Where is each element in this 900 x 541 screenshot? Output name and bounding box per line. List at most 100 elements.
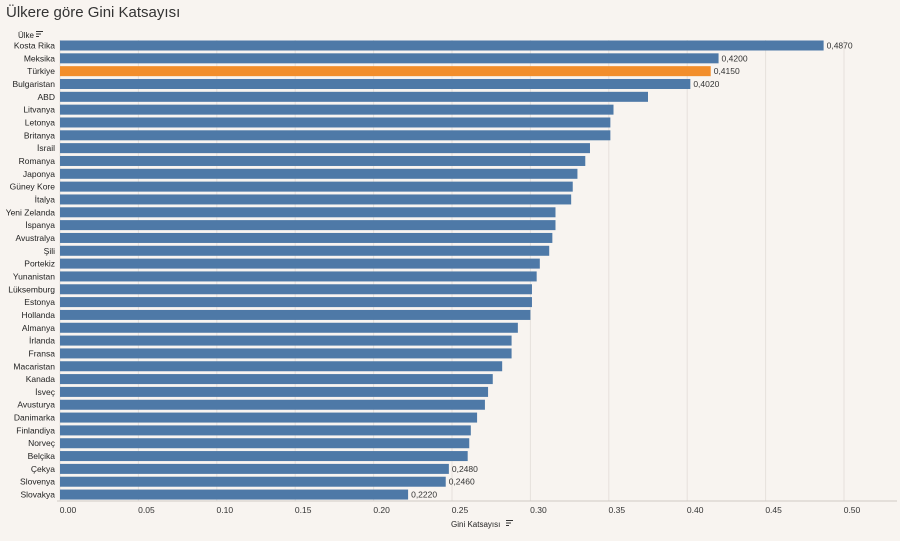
bar[interactable] <box>60 232 553 243</box>
row-header: Ülke <box>18 31 35 40</box>
bar[interactable] <box>60 258 540 269</box>
data-label: 0,2220 <box>411 490 437 500</box>
category-label: İsrail <box>37 143 55 153</box>
category-label: Lüksemburg <box>8 284 55 294</box>
category-label: Bulgaristan <box>12 79 55 89</box>
category-label: Danimarka <box>14 413 55 423</box>
bar[interactable] <box>60 451 468 462</box>
category-label: Litvanya <box>23 105 55 115</box>
category-label: Yeni Zelanda <box>6 207 56 217</box>
bar[interactable] <box>60 412 478 423</box>
category-label: Meksika <box>24 53 55 63</box>
category-label: Çekya <box>31 464 55 474</box>
bar[interactable] <box>60 53 719 64</box>
data-label: 0,4200 <box>722 53 748 63</box>
x-tick-label: 0.05 <box>138 505 155 515</box>
category-label: İsveç <box>35 387 56 397</box>
data-label: 0,4870 <box>827 41 853 51</box>
bar[interactable] <box>60 40 824 51</box>
data-label: 0,4150 <box>714 66 740 76</box>
bar[interactable] <box>60 78 691 89</box>
bar[interactable] <box>60 143 590 154</box>
bar[interactable] <box>60 155 586 166</box>
bar[interactable] <box>60 361 503 372</box>
bar[interactable] <box>60 386 489 397</box>
data-label: 0,2460 <box>449 477 475 487</box>
category-label: Avustralya <box>15 233 55 243</box>
x-tick-label: 0.40 <box>687 505 704 515</box>
x-tick-label: 0.30 <box>530 505 547 515</box>
data-label: 0,4020 <box>693 79 719 89</box>
bars <box>60 40 824 500</box>
category-label: Kosta Rika <box>14 41 55 51</box>
category-label: Britanya <box>24 130 55 140</box>
x-tick-label: 0.20 <box>373 505 390 515</box>
row-header-sort-icon[interactable] <box>36 31 43 37</box>
bar[interactable] <box>60 476 446 487</box>
bar[interactable] <box>60 335 512 346</box>
category-label: Slovakya <box>21 490 56 500</box>
category-label: Yunanistan <box>13 271 55 281</box>
x-axis-ticks: 0.00 0.05 0.10 0.15 0.20 0.25 0.30 0.35 0.40 0.45… <box>60 505 861 515</box>
bar[interactable] <box>60 309 531 320</box>
bar[interactable] <box>60 438 470 449</box>
category-label: ABD <box>38 92 55 102</box>
bar[interactable] <box>60 117 611 128</box>
bar[interactable] <box>60 284 532 295</box>
bar[interactable] <box>60 91 648 102</box>
x-tick-label: 0.50 <box>844 505 861 515</box>
category-label: Avusturya <box>17 400 55 410</box>
x-tick-label: 0.00 <box>60 505 77 515</box>
category-labels: Kosta Rika Meksika Türkiye Bulgaristan ABD Li… <box>6 41 56 500</box>
bar[interactable] <box>60 271 537 282</box>
x-tick-label: 0.15 <box>295 505 312 515</box>
x-tick-label: 0.10 <box>217 505 234 515</box>
category-label: Slovenya <box>20 477 55 487</box>
data-label: 0,2480 <box>452 464 478 474</box>
bar[interactable] <box>60 207 556 218</box>
x-tick-label: 0.45 <box>765 505 782 515</box>
bar[interactable] <box>60 130 611 141</box>
category-label: İtalya <box>35 194 56 204</box>
category-label: Hollanda <box>21 310 55 320</box>
category-label: Portekiz <box>24 259 55 269</box>
gridlines <box>59 40 845 501</box>
category-label: Kanada <box>26 374 56 384</box>
bar[interactable] <box>60 181 573 192</box>
bar[interactable] <box>60 322 518 333</box>
category-label: İrlanda <box>29 336 55 346</box>
bar[interactable] <box>60 348 512 359</box>
bar[interactable] <box>60 463 449 474</box>
bar[interactable] <box>60 245 550 256</box>
category-label: Macaristan <box>13 361 55 371</box>
bar[interactable] <box>60 104 614 115</box>
chart-title: Ülkere göre Gini Katsayısı <box>6 4 181 21</box>
x-axis-sort-icon[interactable] <box>506 520 513 526</box>
category-label: Letonya <box>25 117 56 127</box>
x-tick-label: 0.25 <box>452 505 469 515</box>
category-label: Estonya <box>24 297 55 307</box>
category-label: Fransa <box>29 348 56 358</box>
category-label: Norveç <box>28 438 56 448</box>
bar[interactable] <box>60 489 409 500</box>
category-label: Almanya <box>22 323 55 333</box>
bar[interactable] <box>60 168 578 179</box>
category-label: Güney Kore <box>10 182 56 192</box>
bar[interactable] <box>60 374 493 385</box>
bar[interactable] <box>60 66 711 77</box>
category-label: Finlandiya <box>16 425 55 435</box>
category-label: Şili <box>44 246 55 256</box>
bar[interactable] <box>60 399 485 410</box>
x-tick-label: 0.35 <box>609 505 626 515</box>
bar[interactable] <box>60 194 572 205</box>
bar[interactable] <box>60 220 556 231</box>
bar[interactable] <box>60 297 532 308</box>
category-label: Belçika <box>28 451 56 461</box>
category-label: Japonya <box>23 169 55 179</box>
category-label: İspanya <box>25 220 55 230</box>
category-label: Romanya <box>19 156 56 166</box>
bar[interactable] <box>60 425 471 436</box>
x-axis-title: Gini Katsayısı <box>451 520 500 529</box>
data-labels: 0,4870 0,4200 0,4150 0,4020 0,2480 0,2460 0,22… <box>411 41 853 500</box>
